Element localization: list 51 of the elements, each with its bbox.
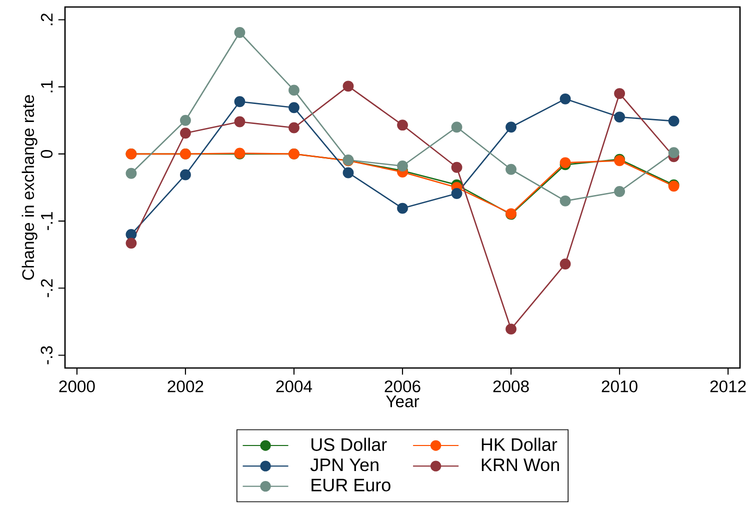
y-tick-label: 0 [40, 150, 53, 158]
point [180, 169, 191, 180]
y-tick-label: -.1 [41, 212, 53, 230]
point [234, 27, 246, 38]
point [342, 167, 354, 178]
point [234, 96, 246, 108]
y-tick-label: -.3 [40, 346, 53, 364]
point [560, 195, 571, 206]
point [560, 93, 571, 104]
y-axis-title: Change in exchange rate [22, 95, 38, 280]
point [668, 147, 680, 158]
point [234, 116, 246, 128]
x-tick-label: 2008 [493, 380, 529, 392]
point [397, 160, 408, 172]
point [614, 112, 626, 123]
legend-label: HK Dollar [482, 438, 558, 451]
point [560, 258, 571, 270]
point [451, 162, 462, 173]
point [506, 164, 516, 175]
x-tick-label: 2012 [710, 380, 746, 392]
point [288, 102, 300, 114]
point [506, 122, 516, 133]
x-tick-label: 2006 [384, 380, 420, 392]
y-tick-label: .1 [41, 80, 53, 92]
point [668, 116, 680, 127]
point [506, 324, 516, 335]
point [614, 186, 626, 197]
point [397, 202, 408, 214]
x-tick-label: 2000 [59, 380, 95, 392]
y-tick-label: -.2 [40, 279, 53, 298]
point [126, 228, 137, 240]
point [288, 122, 300, 134]
x-axis-title: Year [386, 396, 420, 408]
point [180, 114, 191, 126]
point [126, 238, 137, 249]
x-tick-label: 2010 [602, 380, 638, 392]
point [451, 188, 462, 199]
point [126, 168, 137, 179]
legend-label: EUR Euro [312, 478, 390, 492]
point [342, 80, 354, 92]
y-tick-label: .2 [40, 14, 53, 26]
legend-label: KRN Won [482, 458, 559, 472]
point [180, 128, 191, 139]
point [288, 84, 300, 96]
legend-label: US Dollar [312, 438, 387, 451]
point [397, 120, 408, 131]
x-tick-label: 2002 [168, 380, 204, 392]
point [614, 88, 626, 100]
legend-label: JPN Yen [310, 458, 378, 472]
point [451, 122, 462, 133]
x-tick-label: 2004 [276, 380, 312, 392]
